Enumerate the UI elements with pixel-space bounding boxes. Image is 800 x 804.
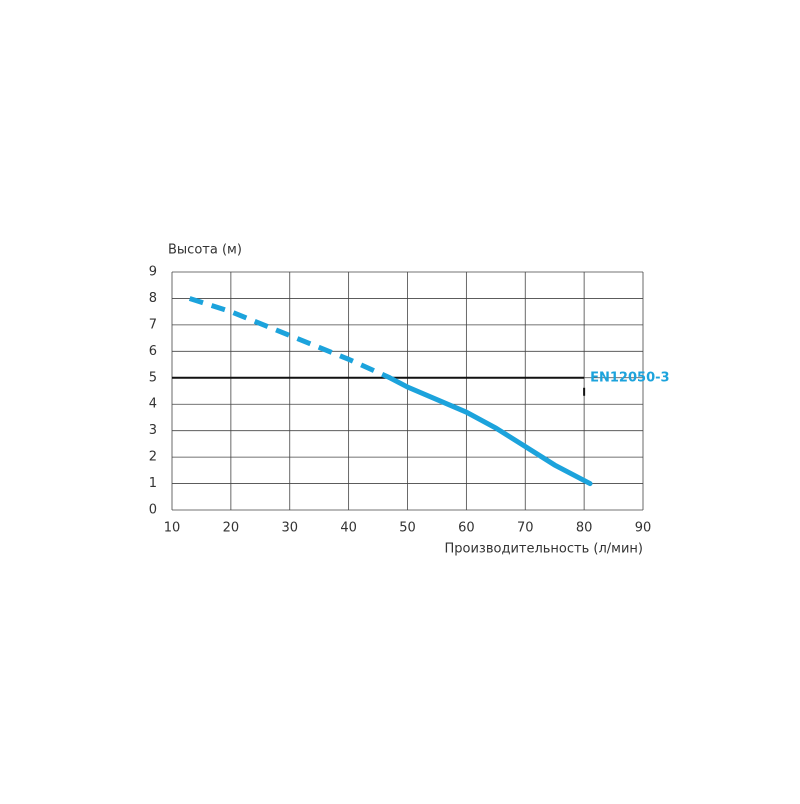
x-tick-label: 20 bbox=[223, 521, 240, 536]
y-tick-label: 8 bbox=[149, 291, 157, 306]
x-tick-label: 10 bbox=[164, 521, 181, 536]
y-tick-label: 3 bbox=[149, 423, 157, 438]
x-tick-label: 80 bbox=[576, 521, 593, 536]
y-tick-label: 1 bbox=[149, 476, 157, 491]
curve bbox=[387, 375, 593, 487]
x-tick-label: 90 bbox=[635, 521, 652, 536]
x-axis-label: Производительность (л/мин) bbox=[445, 542, 644, 557]
y-tick-label: 0 bbox=[149, 503, 157, 518]
x-tick-label: 30 bbox=[281, 521, 298, 536]
x-tick-label: 60 bbox=[458, 521, 475, 536]
y-tick-label: 6 bbox=[149, 344, 157, 359]
y-tick-label: 5 bbox=[149, 370, 157, 385]
reference-label: EN12050-3 bbox=[590, 370, 669, 385]
x-tick-label: 40 bbox=[340, 521, 357, 536]
y-tick-label: 2 bbox=[149, 450, 157, 465]
x-tick-label: 70 bbox=[517, 521, 534, 536]
x-tick-label: 50 bbox=[399, 521, 416, 536]
y-axis-label: Высота (м) bbox=[168, 243, 242, 258]
y-tick-label: 7 bbox=[149, 317, 157, 332]
y-tick-label: 9 bbox=[149, 265, 157, 280]
curve bbox=[188, 296, 391, 381]
y-tick-label: 4 bbox=[149, 397, 157, 412]
